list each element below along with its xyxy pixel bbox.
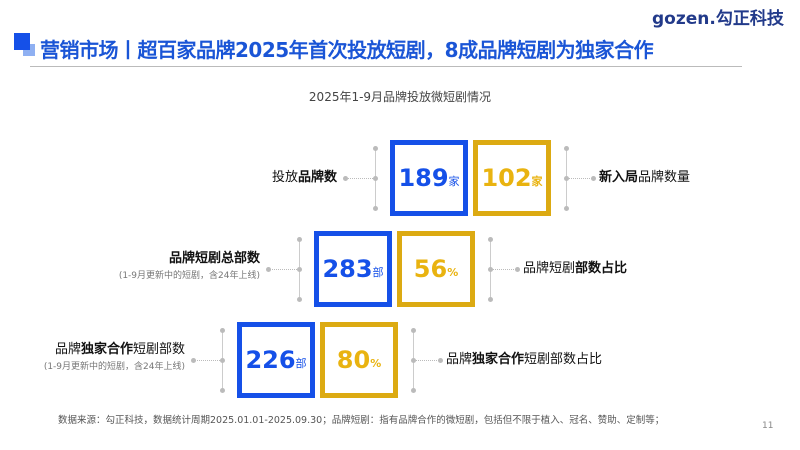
connector-dot (220, 358, 225, 363)
connector-line (413, 360, 439, 361)
left-label-text: 短剧部数 (132, 342, 185, 357)
connector-dot (373, 176, 378, 181)
connector-dot (488, 237, 493, 242)
connector-dot (343, 176, 348, 181)
count-box: 226 部 (237, 322, 315, 398)
connector-dot (191, 358, 196, 363)
ratio-box: 102 家 (473, 140, 551, 216)
left-label-bold: 品牌数 (297, 170, 337, 185)
left-label-text: 投放 (271, 170, 298, 185)
ratio-box: 56% (397, 231, 475, 307)
connector-dot (373, 146, 378, 151)
connector-dot (438, 358, 443, 363)
left-note: (1-9月更新中的短剧，含24年上线) (118, 271, 260, 281)
connector-dot (297, 297, 302, 302)
connector-dot (297, 237, 302, 242)
left-label: 品牌独家合作短剧部数 (55, 342, 185, 358)
connector-dot (373, 206, 378, 211)
count-box: 283 部 (314, 231, 392, 307)
left-label: 投放品牌数 (272, 170, 337, 186)
right-label-bold: 部数占比 (575, 261, 628, 276)
ratio-box: 80% (320, 322, 398, 398)
ratio-value: 56 (413, 255, 448, 283)
connector-dot (411, 328, 416, 333)
right-label: 新入局品牌数量 (599, 170, 690, 186)
ratio-unit: % (447, 266, 459, 279)
count-unit: 部 (295, 357, 307, 370)
right-label-text: 品牌短剧 (523, 261, 576, 276)
title-divider (30, 66, 742, 67)
connector-dot (411, 388, 416, 393)
connector-dot (564, 206, 569, 211)
title-accent-square (14, 33, 30, 50)
count-box: 189 家 (390, 140, 468, 216)
connector-dot (515, 267, 520, 272)
connector-line (566, 178, 592, 179)
connector-line (345, 178, 375, 179)
count-value: 283 (322, 255, 373, 283)
right-label-bold: 新入局 (599, 170, 639, 185)
footer-source: 数据来源：勾正科技，数据统计周期2025.01.01-2025.09.30；品牌… (58, 415, 665, 426)
connector-line (268, 269, 299, 270)
connector-dot (220, 388, 225, 393)
connector-dot (266, 267, 271, 272)
connector-line (193, 360, 222, 361)
count-unit: 家 (448, 175, 460, 188)
connector-dot (488, 297, 493, 302)
count-unit: 部 (372, 266, 384, 279)
ratio-value: 102 (481, 164, 532, 192)
right-label-bold: 独家合作 (472, 352, 525, 367)
left-label: 品牌短剧总部数 (169, 251, 260, 267)
right-label-text: 品牌数量 (638, 170, 691, 185)
left-label-bold: 独家合作 (80, 342, 133, 357)
ratio-value: 80 (336, 346, 371, 374)
connector-dot (591, 176, 596, 181)
connector-dot (220, 328, 225, 333)
count-value: 189 (398, 164, 449, 192)
connector-dot (564, 146, 569, 151)
page-title: 营销市场丨超百家品牌2025年首次投放短剧，8成品牌短剧为独家合作 (40, 38, 654, 62)
ratio-unit: 家 (531, 175, 543, 188)
connector-dot (297, 267, 302, 272)
left-note: (1-9月更新中的短剧，含24年上线) (43, 362, 185, 372)
connector-line (490, 269, 516, 270)
left-label-text: 品牌 (54, 342, 81, 357)
brand-logo: gozen.勾正科技 (652, 9, 784, 29)
right-label-text: 短剧部数占比 (524, 352, 603, 367)
right-label: 品牌独家合作短剧部数占比 (446, 352, 602, 368)
count-value: 226 (245, 346, 296, 374)
page-number: 11 (762, 421, 774, 431)
chart-subtitle: 2025年1-9月品牌投放微短剧情况 (308, 90, 492, 104)
ratio-unit: % (370, 357, 382, 370)
right-label-text: 品牌 (446, 352, 473, 367)
left-label-bold: 品牌短剧总部数 (168, 251, 260, 266)
right-label: 品牌短剧部数占比 (523, 261, 627, 277)
